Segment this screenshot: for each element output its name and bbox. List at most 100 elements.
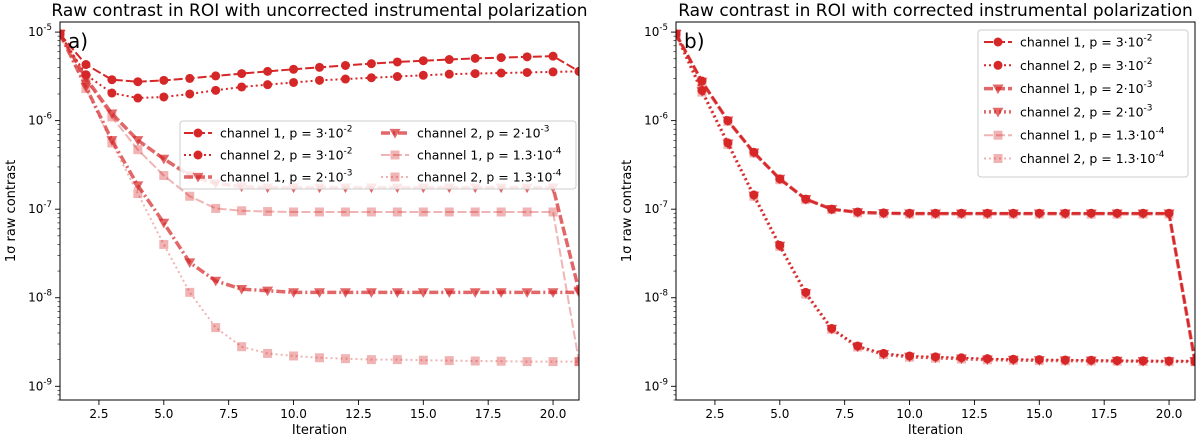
data-point xyxy=(774,241,786,252)
data-point xyxy=(133,189,143,199)
data-point xyxy=(288,288,300,298)
data-point xyxy=(496,68,506,78)
chart-panel-b: Raw contrast in ROI with corrected instr… xyxy=(620,1,1196,438)
data-point xyxy=(775,241,785,251)
data-point xyxy=(237,82,247,92)
data-point xyxy=(1060,356,1070,366)
data-point xyxy=(1060,209,1070,219)
data-point xyxy=(418,56,428,66)
data-point xyxy=(158,218,170,229)
legend-label: channel 2, p = 1.3·10-4 xyxy=(1020,150,1165,166)
data-point xyxy=(366,59,376,69)
data-point xyxy=(315,353,324,363)
panel-label: a) xyxy=(68,29,88,53)
legend-marker xyxy=(192,172,204,183)
legend-entry-5: channel 1, p = 1.3·10-4 xyxy=(381,147,562,163)
data-point xyxy=(470,207,480,217)
x-tick-label: 2.5 xyxy=(705,407,724,421)
data-point xyxy=(697,87,707,97)
data-point xyxy=(444,207,454,217)
data-point xyxy=(289,77,299,87)
data-point xyxy=(185,73,195,83)
data-point xyxy=(722,116,734,127)
data-point xyxy=(522,207,532,217)
legend: channel 1, p = 3·10-2 channel 2, p = 3·10… xyxy=(179,120,577,190)
legend-box xyxy=(179,120,577,190)
data-point xyxy=(1008,355,1018,365)
chart-panel-a: Raw contrast in ROI with uncorrected ins… xyxy=(4,1,588,438)
data-point xyxy=(955,209,967,220)
series-line-2 xyxy=(676,33,1195,362)
data-point xyxy=(1033,209,1045,220)
y-tick-label: 10-8 xyxy=(644,289,668,305)
data-point xyxy=(392,57,402,67)
data-point xyxy=(1112,209,1122,219)
data-point xyxy=(469,288,481,298)
data-point xyxy=(1007,209,1019,220)
data-point xyxy=(547,288,559,298)
data-point xyxy=(574,357,579,367)
data-point xyxy=(159,92,169,102)
data-point xyxy=(573,288,579,298)
y-axis-label: 1σ raw contrast xyxy=(620,160,635,262)
y-tick-label: 10-8 xyxy=(28,289,52,305)
axes-frame xyxy=(675,21,1196,401)
legend-label: channel 1, p = 2·10-3 xyxy=(1020,80,1153,96)
data-point xyxy=(443,288,455,298)
data-point xyxy=(930,353,941,364)
data-point xyxy=(956,209,966,219)
legend-label: channel 2, p = 2·10-3 xyxy=(417,125,550,141)
data-point xyxy=(289,207,299,217)
data-point xyxy=(262,286,274,297)
data-point xyxy=(852,208,864,218)
data-point xyxy=(315,75,324,85)
data-point xyxy=(905,209,915,219)
data-point xyxy=(749,148,759,158)
data-point xyxy=(930,209,941,220)
data-point xyxy=(314,288,325,298)
y-tick-label: 10-9 xyxy=(644,377,668,393)
data-point xyxy=(748,148,760,159)
data-point xyxy=(723,139,733,149)
data-point xyxy=(470,356,480,366)
x-tick-label: 15.0 xyxy=(1026,407,1053,421)
data-point xyxy=(827,205,837,215)
data-point xyxy=(981,355,993,366)
data-point xyxy=(132,181,144,192)
data-point xyxy=(107,75,117,85)
series-line-5 xyxy=(60,33,579,362)
data-point xyxy=(236,285,248,295)
data-point xyxy=(417,288,429,298)
data-point xyxy=(1189,357,1195,367)
legend-entry-1: channel 1, p = 3·10-2 xyxy=(184,125,353,141)
legend-label: channel 1, p = 2·10-3 xyxy=(220,169,353,185)
data-point xyxy=(496,53,506,63)
x-axis-label: Iteration xyxy=(292,423,347,438)
legend-entry-4: channel 2, p = 2·10-3 xyxy=(381,125,550,141)
data-point xyxy=(81,75,91,85)
legend-marker xyxy=(193,128,203,138)
data-point xyxy=(107,88,117,98)
data-point xyxy=(470,69,480,79)
legend-entry-3: channel 1, p = 2·10-3 xyxy=(184,169,353,185)
data-point xyxy=(184,258,196,268)
data-point xyxy=(340,207,350,217)
data-point xyxy=(418,355,428,365)
data-point xyxy=(263,80,273,90)
data-point xyxy=(340,74,350,84)
data-point xyxy=(879,209,889,219)
data-point xyxy=(106,136,118,146)
legend-label: channel 2, p = 3·10-2 xyxy=(1020,57,1153,73)
data-point xyxy=(982,209,992,219)
data-point xyxy=(80,74,92,84)
data-point xyxy=(801,289,811,299)
data-point xyxy=(496,356,506,366)
legend-marker xyxy=(992,107,1004,118)
data-point xyxy=(60,29,65,39)
data-point xyxy=(106,109,118,120)
x-tick-label: 12.5 xyxy=(961,407,988,421)
data-point xyxy=(878,350,890,360)
legend-label: channel 1, p = 1.3·10-4 xyxy=(417,147,562,163)
data-point xyxy=(800,194,812,205)
series-line-4 xyxy=(60,33,579,295)
